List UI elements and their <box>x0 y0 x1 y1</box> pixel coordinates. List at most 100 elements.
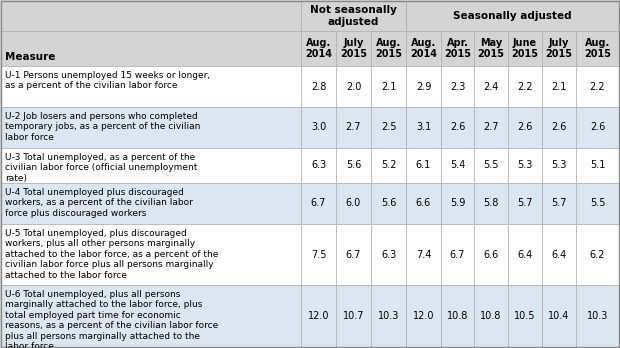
Text: 5.6: 5.6 <box>381 198 396 208</box>
Text: 6.0: 6.0 <box>346 198 361 208</box>
Text: U-6 Total unemployed, plus all persons
marginally attached to the labor force, p: U-6 Total unemployed, plus all persons m… <box>5 290 218 348</box>
Bar <box>301 285 336 347</box>
Bar <box>371 183 406 224</box>
Bar <box>406 1 619 31</box>
Text: Apr.
2015: Apr. 2015 <box>444 38 471 59</box>
Bar <box>336 224 371 285</box>
Bar <box>576 107 619 148</box>
Text: 7.5: 7.5 <box>311 250 326 260</box>
Bar <box>336 285 371 347</box>
Bar <box>441 31 474 66</box>
Bar <box>474 148 508 183</box>
Bar <box>474 31 508 66</box>
Text: Seasonally adjusted: Seasonally adjusted <box>453 11 572 21</box>
Text: 2.1: 2.1 <box>381 81 396 92</box>
Bar <box>542 148 576 183</box>
Bar <box>576 66 619 107</box>
Text: 5.6: 5.6 <box>346 160 361 171</box>
Bar <box>542 107 576 148</box>
Bar <box>336 148 371 183</box>
Text: 5.7: 5.7 <box>551 198 567 208</box>
Bar <box>542 183 576 224</box>
Bar <box>301 66 336 107</box>
Bar <box>1 148 301 183</box>
Text: 2.9: 2.9 <box>416 81 431 92</box>
Text: July
2015: July 2015 <box>546 38 572 59</box>
Bar <box>542 31 576 66</box>
Text: 2.7: 2.7 <box>346 122 361 133</box>
Text: U-2 Job losers and persons who completed
temporary jobs, as a percent of the civ: U-2 Job losers and persons who completed… <box>5 112 200 142</box>
Text: 6.3: 6.3 <box>381 250 396 260</box>
Bar <box>371 285 406 347</box>
Bar <box>542 224 576 285</box>
Bar <box>1 183 301 224</box>
Bar <box>508 66 542 107</box>
Text: 5.4: 5.4 <box>450 160 465 171</box>
Text: 10.3: 10.3 <box>378 311 399 321</box>
Bar <box>508 285 542 347</box>
Bar <box>508 224 542 285</box>
Text: 10.5: 10.5 <box>514 311 536 321</box>
Text: Aug.
2014: Aug. 2014 <box>410 38 437 59</box>
Text: U-3 Total unemployed, as a percent of the
civilian labor force (official unemplo: U-3 Total unemployed, as a percent of th… <box>5 153 197 183</box>
Text: 5.3: 5.3 <box>551 160 567 171</box>
Bar <box>508 31 542 66</box>
Text: 5.5: 5.5 <box>483 160 498 171</box>
Text: 5.8: 5.8 <box>484 198 498 208</box>
Text: 10.8: 10.8 <box>480 311 502 321</box>
Text: 2.4: 2.4 <box>484 81 498 92</box>
Text: 3.1: 3.1 <box>416 122 431 133</box>
Bar <box>1 107 301 148</box>
Text: 6.6: 6.6 <box>416 198 431 208</box>
Bar <box>576 148 619 183</box>
Text: 5.9: 5.9 <box>450 198 465 208</box>
Bar <box>371 224 406 285</box>
Bar <box>441 285 474 347</box>
Text: 6.6: 6.6 <box>484 250 498 260</box>
Text: 10.4: 10.4 <box>548 311 570 321</box>
Text: 6.4: 6.4 <box>551 250 567 260</box>
Text: 2.3: 2.3 <box>450 81 465 92</box>
Bar <box>474 183 508 224</box>
Text: 7.4: 7.4 <box>416 250 431 260</box>
Bar <box>576 285 619 347</box>
Bar <box>371 66 406 107</box>
Text: 6.1: 6.1 <box>416 160 431 171</box>
Text: U-5 Total unemployed, plus discouraged
workers, plus all other persons marginall: U-5 Total unemployed, plus discouraged w… <box>5 229 218 279</box>
Bar <box>406 224 441 285</box>
Bar <box>1 66 301 107</box>
Text: 5.3: 5.3 <box>517 160 533 171</box>
Bar <box>406 66 441 107</box>
Text: U-1 Persons unemployed 15 weeks or longer,
as a percent of the civilian labor fo: U-1 Persons unemployed 15 weeks or longe… <box>5 71 210 90</box>
Text: 10.8: 10.8 <box>447 311 468 321</box>
Bar <box>474 224 508 285</box>
Text: 2.1: 2.1 <box>551 81 567 92</box>
Bar <box>301 1 406 31</box>
Text: Aug.
2015: Aug. 2015 <box>375 38 402 59</box>
Text: 2.7: 2.7 <box>483 122 498 133</box>
Bar <box>406 31 441 66</box>
Bar <box>508 148 542 183</box>
Bar <box>441 224 474 285</box>
Bar <box>301 183 336 224</box>
Bar <box>336 183 371 224</box>
Text: Not seasonally
adjusted: Not seasonally adjusted <box>310 5 397 27</box>
Bar <box>406 107 441 148</box>
Bar <box>406 183 441 224</box>
Bar <box>1 31 301 66</box>
Text: July
2015: July 2015 <box>340 38 367 59</box>
Bar <box>474 285 508 347</box>
Text: 12.0: 12.0 <box>413 311 434 321</box>
Text: 6.7: 6.7 <box>311 198 326 208</box>
Text: 6.4: 6.4 <box>517 250 533 260</box>
Bar <box>1 1 301 31</box>
Bar <box>576 183 619 224</box>
Bar <box>371 31 406 66</box>
Bar <box>301 31 336 66</box>
Bar <box>542 285 576 347</box>
Bar <box>1 224 301 285</box>
Text: May
2015: May 2015 <box>477 38 505 59</box>
Bar <box>1 285 301 347</box>
Text: 12.0: 12.0 <box>308 311 329 321</box>
Bar <box>441 183 474 224</box>
